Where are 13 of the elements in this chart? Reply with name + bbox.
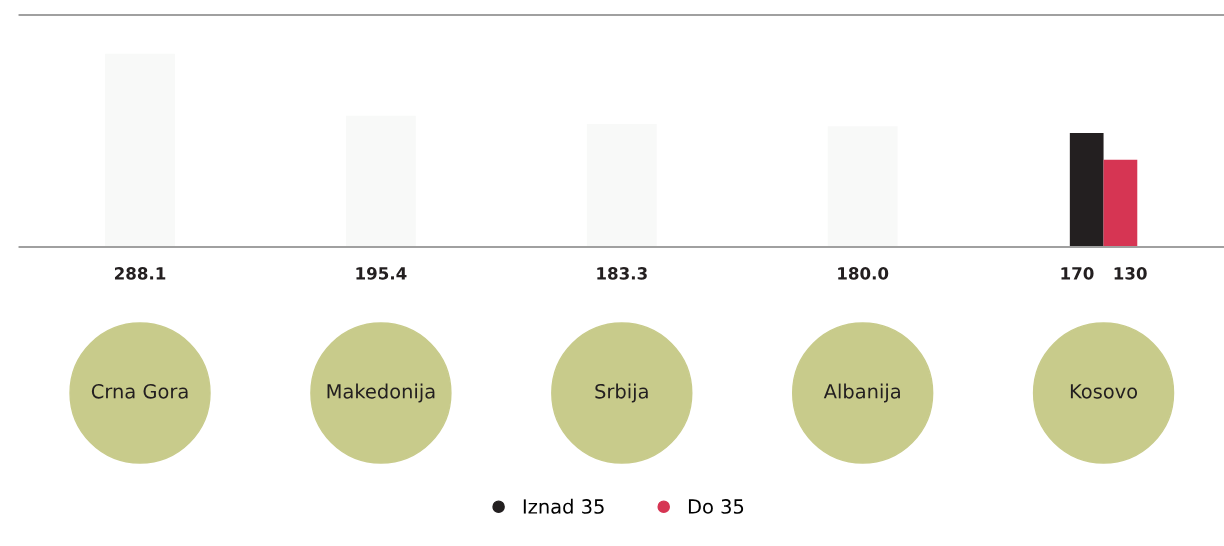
x-tick-label: Makedonija	[327, 383, 435, 403]
data-label: 183.3	[597, 267, 647, 280]
data-label: 195.4	[356, 267, 407, 280]
data-label: 288.1	[114, 267, 166, 280]
data-label: 180.0	[838, 267, 889, 280]
x-tick-label: Albanija	[823, 383, 900, 403]
x-tick-label: Srbija	[595, 383, 648, 403]
data-label: 130	[1114, 267, 1147, 280]
legend-label: Do 35	[688, 499, 744, 514]
data-label: 170	[1061, 267, 1094, 280]
x-tick-label: Crna Gora	[91, 383, 188, 399]
x-tick-label: Kosovo	[1070, 384, 1138, 399]
legend-label: Iznad 35	[523, 498, 604, 514]
